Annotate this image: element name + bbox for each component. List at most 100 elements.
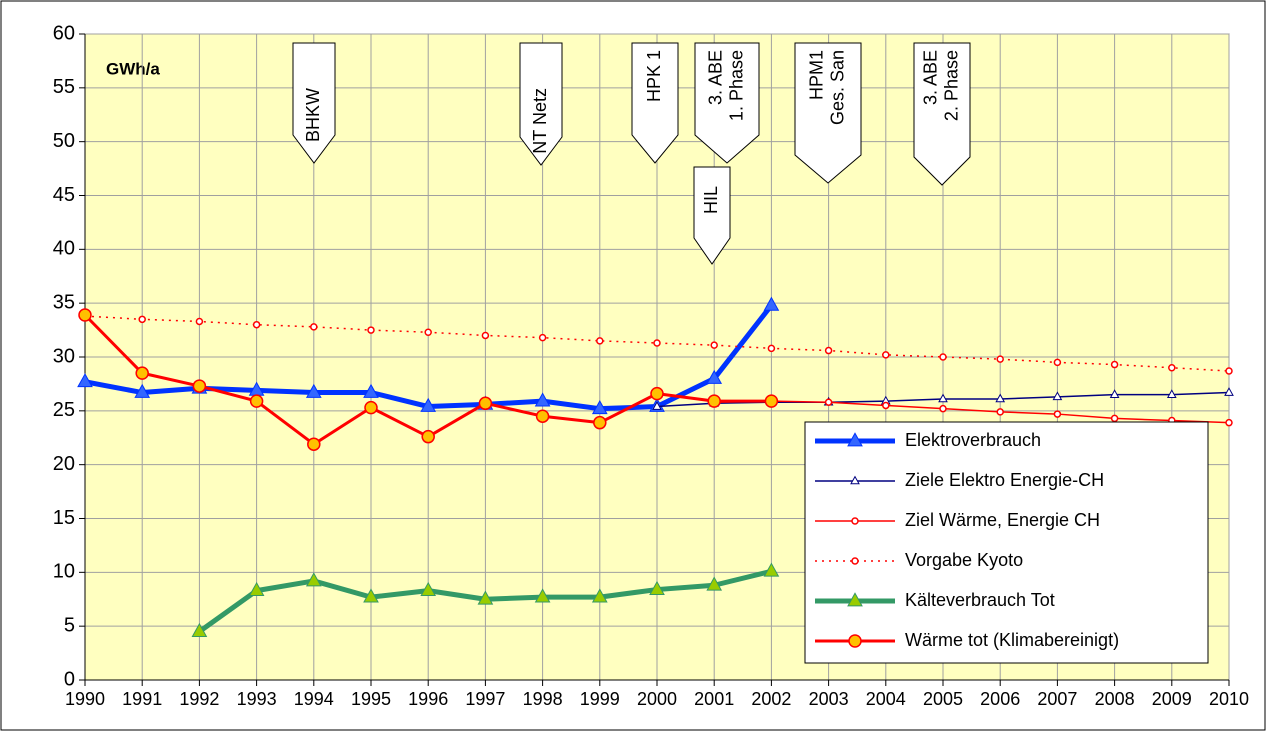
marker — [305, 383, 322, 398]
x-tick-label: 1995 — [351, 689, 391, 709]
legend-marker — [847, 592, 863, 607]
annotation-box — [694, 42, 760, 164]
annotation-text: HIL — [701, 186, 721, 214]
series-line — [714, 400, 1230, 424]
marker — [1052, 391, 1063, 401]
legend — [804, 421, 1209, 664]
x-tick-label: 2002 — [751, 689, 791, 709]
marker — [824, 398, 833, 406]
marker — [138, 315, 146, 324]
marker — [1053, 358, 1062, 367]
marker — [764, 394, 779, 408]
marker — [252, 320, 261, 329]
marker — [995, 393, 1006, 403]
marker — [1053, 410, 1062, 418]
x-tick-label: 1997 — [465, 689, 505, 709]
marker — [1166, 389, 1177, 398]
legend-marker — [850, 475, 860, 485]
y-tick-label: 35 — [53, 291, 75, 313]
marker — [653, 339, 661, 347]
marker — [996, 408, 1004, 416]
legend-label: Vorgabe Kyoto — [905, 550, 1023, 570]
annotation-box — [794, 42, 862, 184]
x-tick-label: 2006 — [980, 689, 1020, 709]
y-tick-label: 50 — [53, 130, 75, 152]
annotation-text: 3. ABE — [920, 50, 940, 105]
marker — [535, 409, 550, 423]
legend-label: Kälteverbrauch Tot — [905, 590, 1055, 610]
marker — [420, 581, 437, 597]
x-tick-label: 2003 — [809, 689, 849, 709]
marker — [1168, 364, 1176, 372]
marker — [938, 393, 948, 403]
x-tick-label: 1992 — [179, 689, 219, 709]
annotation-text: NT Netz — [530, 88, 550, 154]
marker — [1109, 389, 1120, 398]
marker — [1225, 367, 1233, 375]
y-tick-label: 5 — [64, 614, 75, 636]
annotation-box — [519, 42, 563, 166]
series-line — [84, 315, 1230, 372]
marker — [939, 404, 947, 413]
annotation-text: HPK 1 — [644, 50, 664, 102]
annotation-box — [292, 42, 336, 164]
legend-marker — [848, 634, 862, 648]
marker — [824, 346, 833, 355]
y-tick-label: 45 — [53, 184, 75, 206]
marker — [596, 337, 604, 345]
y-tick-label: 15 — [53, 507, 75, 529]
marker — [534, 392, 551, 407]
marker — [763, 296, 780, 311]
marker — [77, 373, 93, 388]
marker — [477, 590, 494, 605]
marker — [996, 355, 1004, 363]
unit-label: GWh/a — [106, 59, 160, 78]
marker — [538, 333, 547, 342]
marker — [706, 576, 723, 591]
marker — [591, 588, 608, 603]
annotation-text: 2. Phase — [941, 50, 961, 121]
marker — [767, 344, 776, 353]
annotation-box — [631, 42, 679, 164]
marker — [135, 366, 149, 380]
marker — [192, 379, 207, 393]
x-tick-label: 2010 — [1209, 689, 1249, 709]
legend-label: Wärme tot (Klimabereinigt) — [905, 630, 1119, 650]
marker — [882, 401, 890, 410]
marker — [649, 580, 665, 595]
y-tick-label: 40 — [53, 238, 75, 260]
marker — [706, 369, 723, 384]
marker — [1110, 414, 1119, 423]
y-tick-label: 60 — [53, 22, 75, 44]
x-tick-label: 1990 — [65, 689, 105, 709]
marker — [367, 326, 375, 334]
marker — [363, 588, 379, 603]
annotation-box — [913, 42, 971, 186]
x-tick-label: 2008 — [1095, 689, 1135, 709]
legend-label: Ziel Wärme, Energie CH — [905, 510, 1100, 530]
y-tick-label: 10 — [53, 561, 75, 583]
marker — [421, 429, 435, 444]
y-tick-label: 25 — [53, 399, 75, 421]
x-tick-label: 2000 — [637, 689, 677, 709]
marker — [763, 562, 780, 577]
marker — [248, 581, 265, 597]
legend-marker — [847, 432, 863, 447]
marker — [307, 437, 321, 451]
x-tick-label: 1994 — [294, 689, 334, 709]
x-tick-label: 2007 — [1037, 689, 1077, 709]
x-tick-label: 1999 — [580, 689, 620, 709]
marker — [1225, 418, 1233, 427]
marker — [420, 397, 437, 412]
annotation-text: 3. ABE — [705, 50, 725, 105]
x-tick-label: 2001 — [694, 689, 734, 709]
marker — [424, 328, 432, 336]
marker — [195, 317, 204, 326]
x-tick-label: 2005 — [923, 689, 963, 709]
y-tick-label: 20 — [53, 453, 75, 475]
annotation-box — [693, 166, 731, 265]
marker — [481, 331, 490, 340]
y-tick-label: 55 — [53, 76, 75, 98]
annotation-text: HPM1 — [806, 50, 826, 100]
legend-marker — [851, 517, 859, 525]
